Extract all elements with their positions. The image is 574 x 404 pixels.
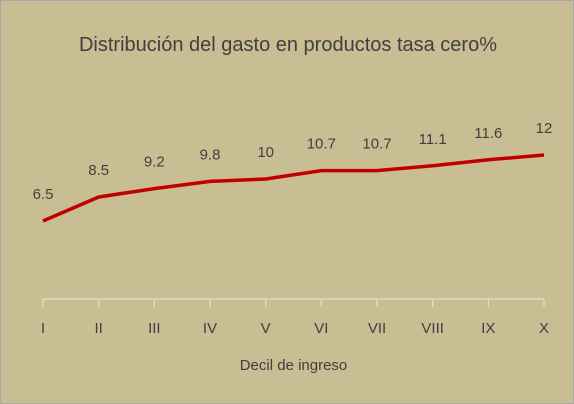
x-tick-label: I: [41, 320, 45, 337]
data-label: 11.1: [419, 131, 447, 148]
x-tick-label: IV: [203, 320, 217, 337]
data-label: 6.5: [33, 186, 54, 203]
line: [42, 153, 545, 223]
x-tick-label: II: [94, 320, 102, 337]
x-tick-label: X: [539, 320, 549, 337]
x-tick-label: VIII: [421, 320, 444, 337]
x-tick-label: V: [261, 320, 271, 337]
data-label: 12: [536, 120, 553, 137]
chart-title: Distribución del gasto en productos tasa…: [78, 34, 497, 56]
data-label: 9.2: [144, 154, 165, 171]
x-tick-label: VII: [368, 320, 386, 337]
data-label: 11.6: [474, 125, 502, 142]
data-label: 10.7: [362, 136, 391, 153]
x-axis-title: Decil de ingreso: [240, 357, 348, 374]
x-tick-label: VI: [314, 320, 328, 337]
x-tick-label: III: [148, 320, 161, 337]
data-label: 10: [257, 144, 274, 161]
data-label: 10.7: [307, 136, 336, 153]
data-label: 9.8: [200, 146, 221, 163]
data-label: 8.5: [88, 162, 109, 179]
x-tick-label: IX: [481, 320, 495, 337]
